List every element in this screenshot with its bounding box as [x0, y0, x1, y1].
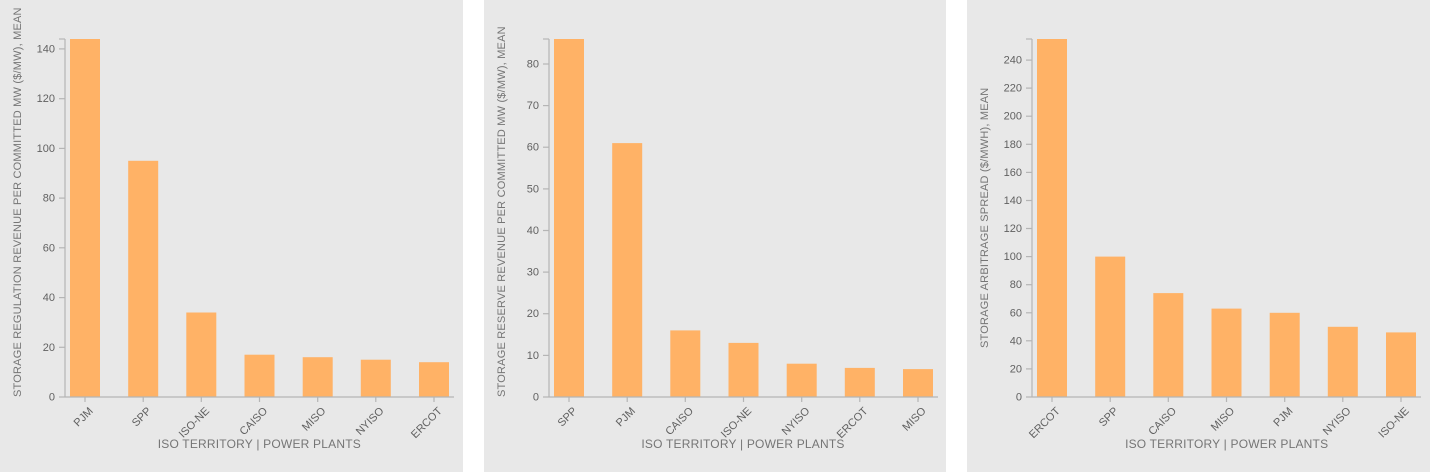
y-tick-label: 60 [1010, 307, 1022, 319]
chart-panel-storage-reserve-revenue: SPP PJM CAISO ISO-NE NYISO ERCOT MISO 0 10 20 30 40… [483, 0, 947, 472]
y-tick-label: 100 [1004, 251, 1022, 263]
x-tick-label: NYISO [1321, 405, 1354, 438]
y-tick-label: 0 [1016, 392, 1022, 404]
y-tick-label: 120 [37, 93, 55, 105]
x-axis-title: ISO TERRITORY | POWER PLANTS [1125, 437, 1329, 451]
bar-pjm[interactable] [1270, 312, 1301, 397]
bar-chart: PJM SPP ISO-NE CAISO MISO NYISO ERCOT 0 20 40 60 80… [37, 38, 454, 441]
bar-chart: SPP PJM CAISO ISO-NE NYISO ERCOT MISO 0 10 20 30 40… [526, 38, 938, 441]
y-tick-label: 80 [1010, 279, 1022, 291]
y-tick-label: 70 [526, 100, 538, 112]
y-tick-label: 100 [37, 143, 55, 155]
bar-spp[interactable] [1095, 256, 1126, 397]
bar-ercot[interactable] [844, 367, 875, 397]
bar-caiso[interactable] [669, 330, 700, 397]
y-tick-label: 240 [1004, 55, 1022, 67]
y-axis-title: STORAGE RESERVE REVENUE PER COMMITTED MW… [495, 26, 508, 397]
x-tick-label: PJM [1272, 405, 1296, 429]
x-tick-label: SPP [1097, 405, 1121, 429]
bar-nyiso[interactable] [1328, 326, 1359, 397]
y-tick-label: 180 [1004, 139, 1022, 151]
bar-ercot[interactable] [419, 362, 449, 397]
y-tick-label: 0 [49, 392, 55, 404]
x-tick-label: MISO [900, 405, 929, 434]
bar-chart: ERCOT SPP CAISO MISO PJM NYISO ISO-NE 0 20 40 60 80… [1004, 38, 1422, 441]
y-tick-label: 80 [526, 59, 538, 71]
x-tick-label: ERCOT [409, 405, 445, 441]
y-tick-label: 60 [526, 142, 538, 154]
y-tick-label: 220 [1004, 83, 1022, 95]
x-tick-label: SPP [130, 405, 154, 429]
bar-iso-ne[interactable] [186, 312, 217, 398]
bar-miso[interactable] [902, 369, 933, 397]
bar-iso-ne[interactable] [728, 342, 759, 397]
y-tick-label: 140 [1004, 195, 1022, 207]
y-tick-label: 30 [526, 267, 538, 279]
x-tick-label: CAISO [663, 405, 696, 438]
bar-nyiso[interactable] [360, 359, 391, 397]
bar-caiso[interactable] [244, 354, 275, 397]
x-tick-label: SPP [555, 405, 579, 429]
y-tick-label: 0 [533, 392, 539, 404]
bar-nyiso[interactable] [786, 363, 817, 397]
x-tick-label: MISO [300, 405, 329, 434]
x-tick-label: ISO-NE [177, 405, 212, 440]
y-tick-label: 40 [43, 292, 55, 304]
y-tick-label: 50 [526, 183, 538, 195]
chart-panel-storage-regulation-revenue: PJM SPP ISO-NE CAISO MISO NYISO ERCOT 0 20 40 60 80… [0, 0, 463, 472]
y-tick-label: 140 [37, 43, 55, 55]
chart-panel-storage-arbitrage-spread: ERCOT SPP CAISO MISO PJM NYISO ISO-NE 0 20 40 60 80… [967, 0, 1430, 472]
bar-iso-ne[interactable] [1386, 332, 1417, 397]
y-tick-label: 20 [1010, 363, 1022, 375]
y-tick-label: 40 [526, 225, 538, 237]
y-axis-title: STORAGE REGULATION REVENUE PER COMMITTED… [12, 7, 24, 397]
bar-miso[interactable] [1211, 308, 1242, 397]
y-axis-title: STORAGE ARBITRAGE SPREAD ($/MWH), MEAN [979, 87, 992, 349]
y-tick-label: 20 [43, 342, 55, 354]
bar-spp[interactable] [553, 39, 584, 397]
y-tick-label: 20 [526, 308, 538, 320]
x-tick-label: MISO [1209, 405, 1238, 434]
x-axis-title: ISO TERRITORY | POWER PLANTS [641, 437, 845, 451]
bar-spp[interactable] [128, 160, 159, 397]
y-tick-label: 160 [1004, 167, 1022, 179]
y-tick-label: 10 [526, 350, 538, 362]
x-axis-title: ISO TERRITORY | POWER PLANTS [157, 437, 361, 451]
bar-pjm[interactable] [70, 39, 100, 397]
x-tick-label: ERCOT [834, 405, 870, 441]
x-tick-label: ISO-NE [1377, 405, 1412, 440]
x-tick-label: CAISO [1147, 405, 1180, 438]
x-tick-label: NYISO [354, 405, 387, 438]
y-tick-label: 40 [1010, 335, 1022, 347]
y-tick-label: 200 [1004, 111, 1022, 123]
x-tick-label: NYISO [779, 405, 812, 438]
bar-pjm[interactable] [611, 143, 642, 397]
bar-miso[interactable] [302, 357, 333, 397]
x-tick-label: ERCOT [1027, 405, 1063, 441]
y-tick-label: 80 [43, 193, 55, 205]
x-tick-label: PJM [72, 405, 96, 429]
y-tick-label: 60 [43, 242, 55, 254]
y-tick-label: 120 [1004, 223, 1022, 235]
bar-ercot[interactable] [1037, 39, 1068, 397]
x-tick-label: CAISO [238, 405, 271, 438]
x-tick-label: PJM [614, 405, 638, 429]
x-tick-label: ISO-NE [719, 405, 754, 440]
bar-caiso[interactable] [1153, 293, 1184, 397]
